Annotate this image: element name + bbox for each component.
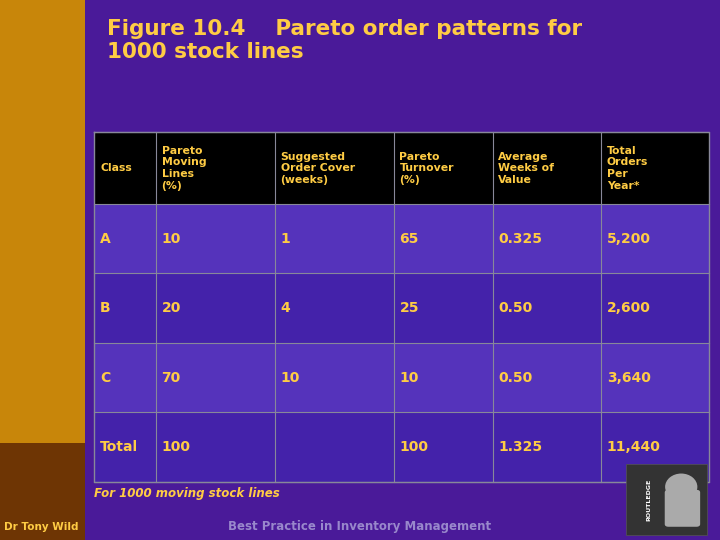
Text: A: A: [100, 232, 111, 246]
FancyBboxPatch shape: [0, 443, 85, 540]
Text: 3,640: 3,640: [607, 370, 651, 384]
FancyBboxPatch shape: [94, 273, 709, 343]
Text: 10: 10: [400, 370, 419, 384]
Text: Class: Class: [100, 163, 132, 173]
FancyBboxPatch shape: [626, 464, 707, 535]
Text: 0.50: 0.50: [498, 370, 533, 384]
Text: Pareto
Turnover
(%): Pareto Turnover (%): [400, 152, 454, 185]
Text: For 1000 moving stock lines: For 1000 moving stock lines: [94, 487, 280, 500]
FancyBboxPatch shape: [0, 0, 85, 540]
Text: Dr Tony Wild: Dr Tony Wild: [4, 522, 78, 531]
Text: B: B: [100, 301, 111, 315]
Text: 65: 65: [400, 232, 419, 246]
Text: Figure 10.4    Pareto order patterns for
1000 stock lines: Figure 10.4 Pareto order patterns for 10…: [107, 19, 582, 62]
Text: 70: 70: [161, 370, 181, 384]
Text: 4: 4: [281, 301, 290, 315]
Text: 0.325: 0.325: [498, 232, 542, 246]
Text: Total
Orders
Per
Year*: Total Orders Per Year*: [607, 146, 648, 191]
Text: 1.325: 1.325: [498, 440, 543, 454]
Text: 100: 100: [161, 440, 191, 454]
FancyBboxPatch shape: [94, 132, 709, 204]
Ellipse shape: [665, 474, 698, 500]
Text: Average
Weeks of
Value: Average Weeks of Value: [498, 152, 554, 185]
Text: 11,440: 11,440: [607, 440, 660, 454]
FancyBboxPatch shape: [94, 343, 709, 412]
Text: Suggested
Order Cover
(weeks): Suggested Order Cover (weeks): [281, 152, 355, 185]
Text: ROUTLEDGE: ROUTLEDGE: [647, 478, 652, 521]
Text: Best Practice in Inventory Management: Best Practice in Inventory Management: [228, 520, 492, 533]
Text: Total: Total: [100, 440, 138, 454]
Text: 100: 100: [400, 440, 428, 454]
Text: C: C: [100, 370, 110, 384]
Text: 1: 1: [281, 232, 290, 246]
Text: Pareto
Moving
Lines
(%): Pareto Moving Lines (%): [161, 146, 206, 191]
Text: 2,600: 2,600: [607, 301, 651, 315]
Text: 25: 25: [400, 301, 419, 315]
Text: 0.50: 0.50: [498, 301, 533, 315]
Text: 20: 20: [161, 301, 181, 315]
FancyBboxPatch shape: [665, 490, 700, 527]
FancyBboxPatch shape: [94, 412, 709, 482]
FancyBboxPatch shape: [94, 204, 709, 273]
Text: 5,200: 5,200: [607, 232, 651, 246]
Text: 10: 10: [281, 370, 300, 384]
Text: 10: 10: [161, 232, 181, 246]
